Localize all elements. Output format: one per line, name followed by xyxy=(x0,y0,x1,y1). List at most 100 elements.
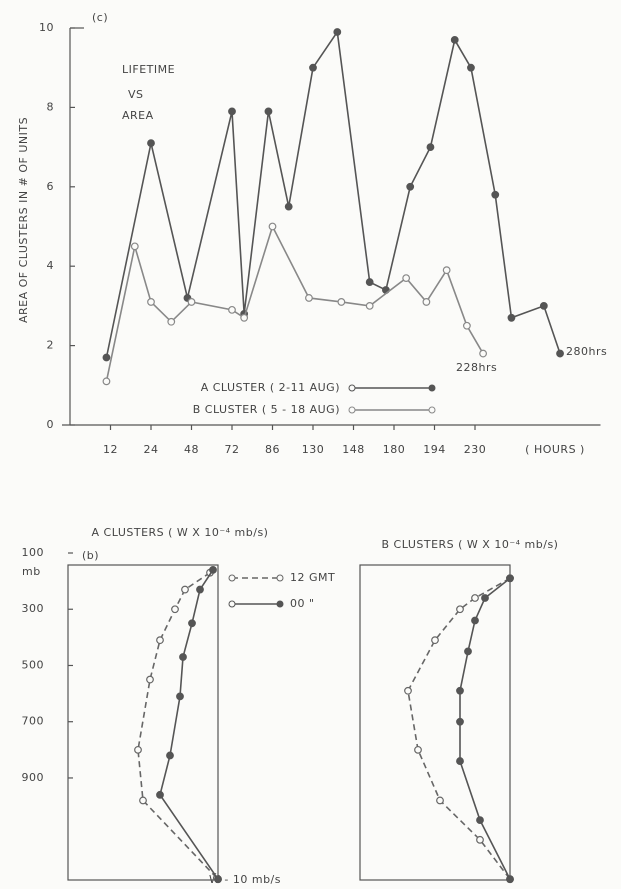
legend-label: A CLUSTER ( 2-11 AUG) xyxy=(201,381,340,394)
annotation: AREA xyxy=(122,109,154,122)
data-point xyxy=(134,745,142,754)
y-tick-label: 8 xyxy=(47,100,55,113)
data-point xyxy=(365,278,374,286)
data-point xyxy=(456,686,464,695)
data-point xyxy=(456,717,464,726)
annotation: LIFETIME xyxy=(122,63,175,76)
frame xyxy=(359,564,511,881)
legend-marker xyxy=(428,384,436,392)
scale-label: W̄ - 10 mb/s xyxy=(209,873,281,886)
data-point xyxy=(464,647,472,656)
data-point xyxy=(196,585,204,594)
data-point xyxy=(491,190,500,199)
data-point xyxy=(167,317,176,326)
data-point xyxy=(479,349,488,358)
data-point xyxy=(431,636,439,645)
chart-title: A CLUSTERS ( W X 10⁻⁴ mb/s) xyxy=(92,526,269,539)
y-tick-label: 2 xyxy=(47,339,55,352)
axis xyxy=(62,28,601,426)
legend-label: 00 " xyxy=(290,597,315,610)
legend-label: B CLUSTER ( 5 - 18 AUG) xyxy=(193,403,340,416)
data-point xyxy=(166,751,174,760)
data-point xyxy=(539,302,548,310)
chart-title: B CLUSTERS ( W X 10⁻⁴ mb/s) xyxy=(382,538,559,551)
data-point xyxy=(333,28,342,36)
legend-marker xyxy=(276,574,284,582)
data-point xyxy=(402,274,411,283)
data-point xyxy=(240,313,249,322)
data-point xyxy=(456,605,464,614)
data-point xyxy=(176,692,184,701)
frame xyxy=(67,564,219,881)
data-point xyxy=(507,313,516,322)
y-tick-label: 4 xyxy=(47,259,55,272)
data-point xyxy=(450,36,459,44)
data-point xyxy=(209,565,217,574)
y-tick-label: 300 xyxy=(22,602,45,615)
annotation: VS xyxy=(128,88,144,101)
data-point xyxy=(476,835,484,844)
x-tick-label: 148 xyxy=(342,443,365,456)
data-point xyxy=(130,242,139,251)
legend-marker xyxy=(276,600,284,608)
series-line xyxy=(159,569,219,880)
data-point xyxy=(147,139,155,148)
annotation: 280hrs xyxy=(566,345,607,358)
data-point xyxy=(406,182,415,191)
data-point xyxy=(556,349,564,358)
y-tick-label: 10 xyxy=(39,21,54,34)
data-point xyxy=(188,619,196,628)
y-axis-label: mb xyxy=(22,565,41,578)
y-tick-label: 900 xyxy=(22,771,45,784)
data-point xyxy=(156,790,164,799)
x-tick-label: 180 xyxy=(383,443,406,456)
y-tick-label: 0 xyxy=(47,418,55,431)
data-point xyxy=(436,796,444,805)
data-point xyxy=(426,143,435,152)
panel-label: (b) xyxy=(82,549,99,562)
data-point xyxy=(404,686,412,695)
data-point xyxy=(228,305,236,314)
data-point xyxy=(309,63,317,72)
data-point xyxy=(481,594,489,602)
x-tick-label: 230 xyxy=(464,443,487,456)
data-point xyxy=(147,298,155,306)
legend-marker xyxy=(228,574,236,582)
data-point xyxy=(179,653,187,661)
data-point xyxy=(264,107,273,116)
data-point xyxy=(506,875,514,884)
data-point xyxy=(471,616,479,625)
series-line xyxy=(105,224,484,382)
data-point xyxy=(139,796,147,805)
data-point xyxy=(171,605,179,614)
y-tick-label: 100 xyxy=(22,546,45,559)
x-tick-label: 130 xyxy=(302,443,325,456)
data-point xyxy=(146,675,154,684)
legend-marker xyxy=(428,406,436,414)
y-tick-label: 6 xyxy=(47,180,55,193)
data-point xyxy=(467,63,475,72)
data-point xyxy=(181,585,189,594)
data-point xyxy=(268,222,277,231)
y-tick-label: 500 xyxy=(22,658,45,671)
data-point xyxy=(442,266,451,275)
x-tick-label: 48 xyxy=(184,443,199,456)
series-line xyxy=(459,577,511,880)
x-tick-label: 12 xyxy=(103,443,118,456)
legend-marker xyxy=(348,384,356,392)
annotation: 228hrs xyxy=(456,361,497,374)
data-point xyxy=(414,745,422,754)
data-point xyxy=(506,574,514,583)
data-point xyxy=(476,816,484,825)
data-point xyxy=(156,636,164,645)
panel-label: (c) xyxy=(92,11,108,24)
series-line xyxy=(407,577,511,880)
data-point xyxy=(305,294,313,302)
y-tick-label: 700 xyxy=(22,715,45,728)
x-tick-label: 24 xyxy=(144,443,159,456)
data-point xyxy=(214,875,222,884)
data-point xyxy=(365,302,374,310)
data-point xyxy=(422,298,431,306)
y-axis-label: AREA OF CLUSTERS IN # OF UNITS xyxy=(17,117,30,323)
